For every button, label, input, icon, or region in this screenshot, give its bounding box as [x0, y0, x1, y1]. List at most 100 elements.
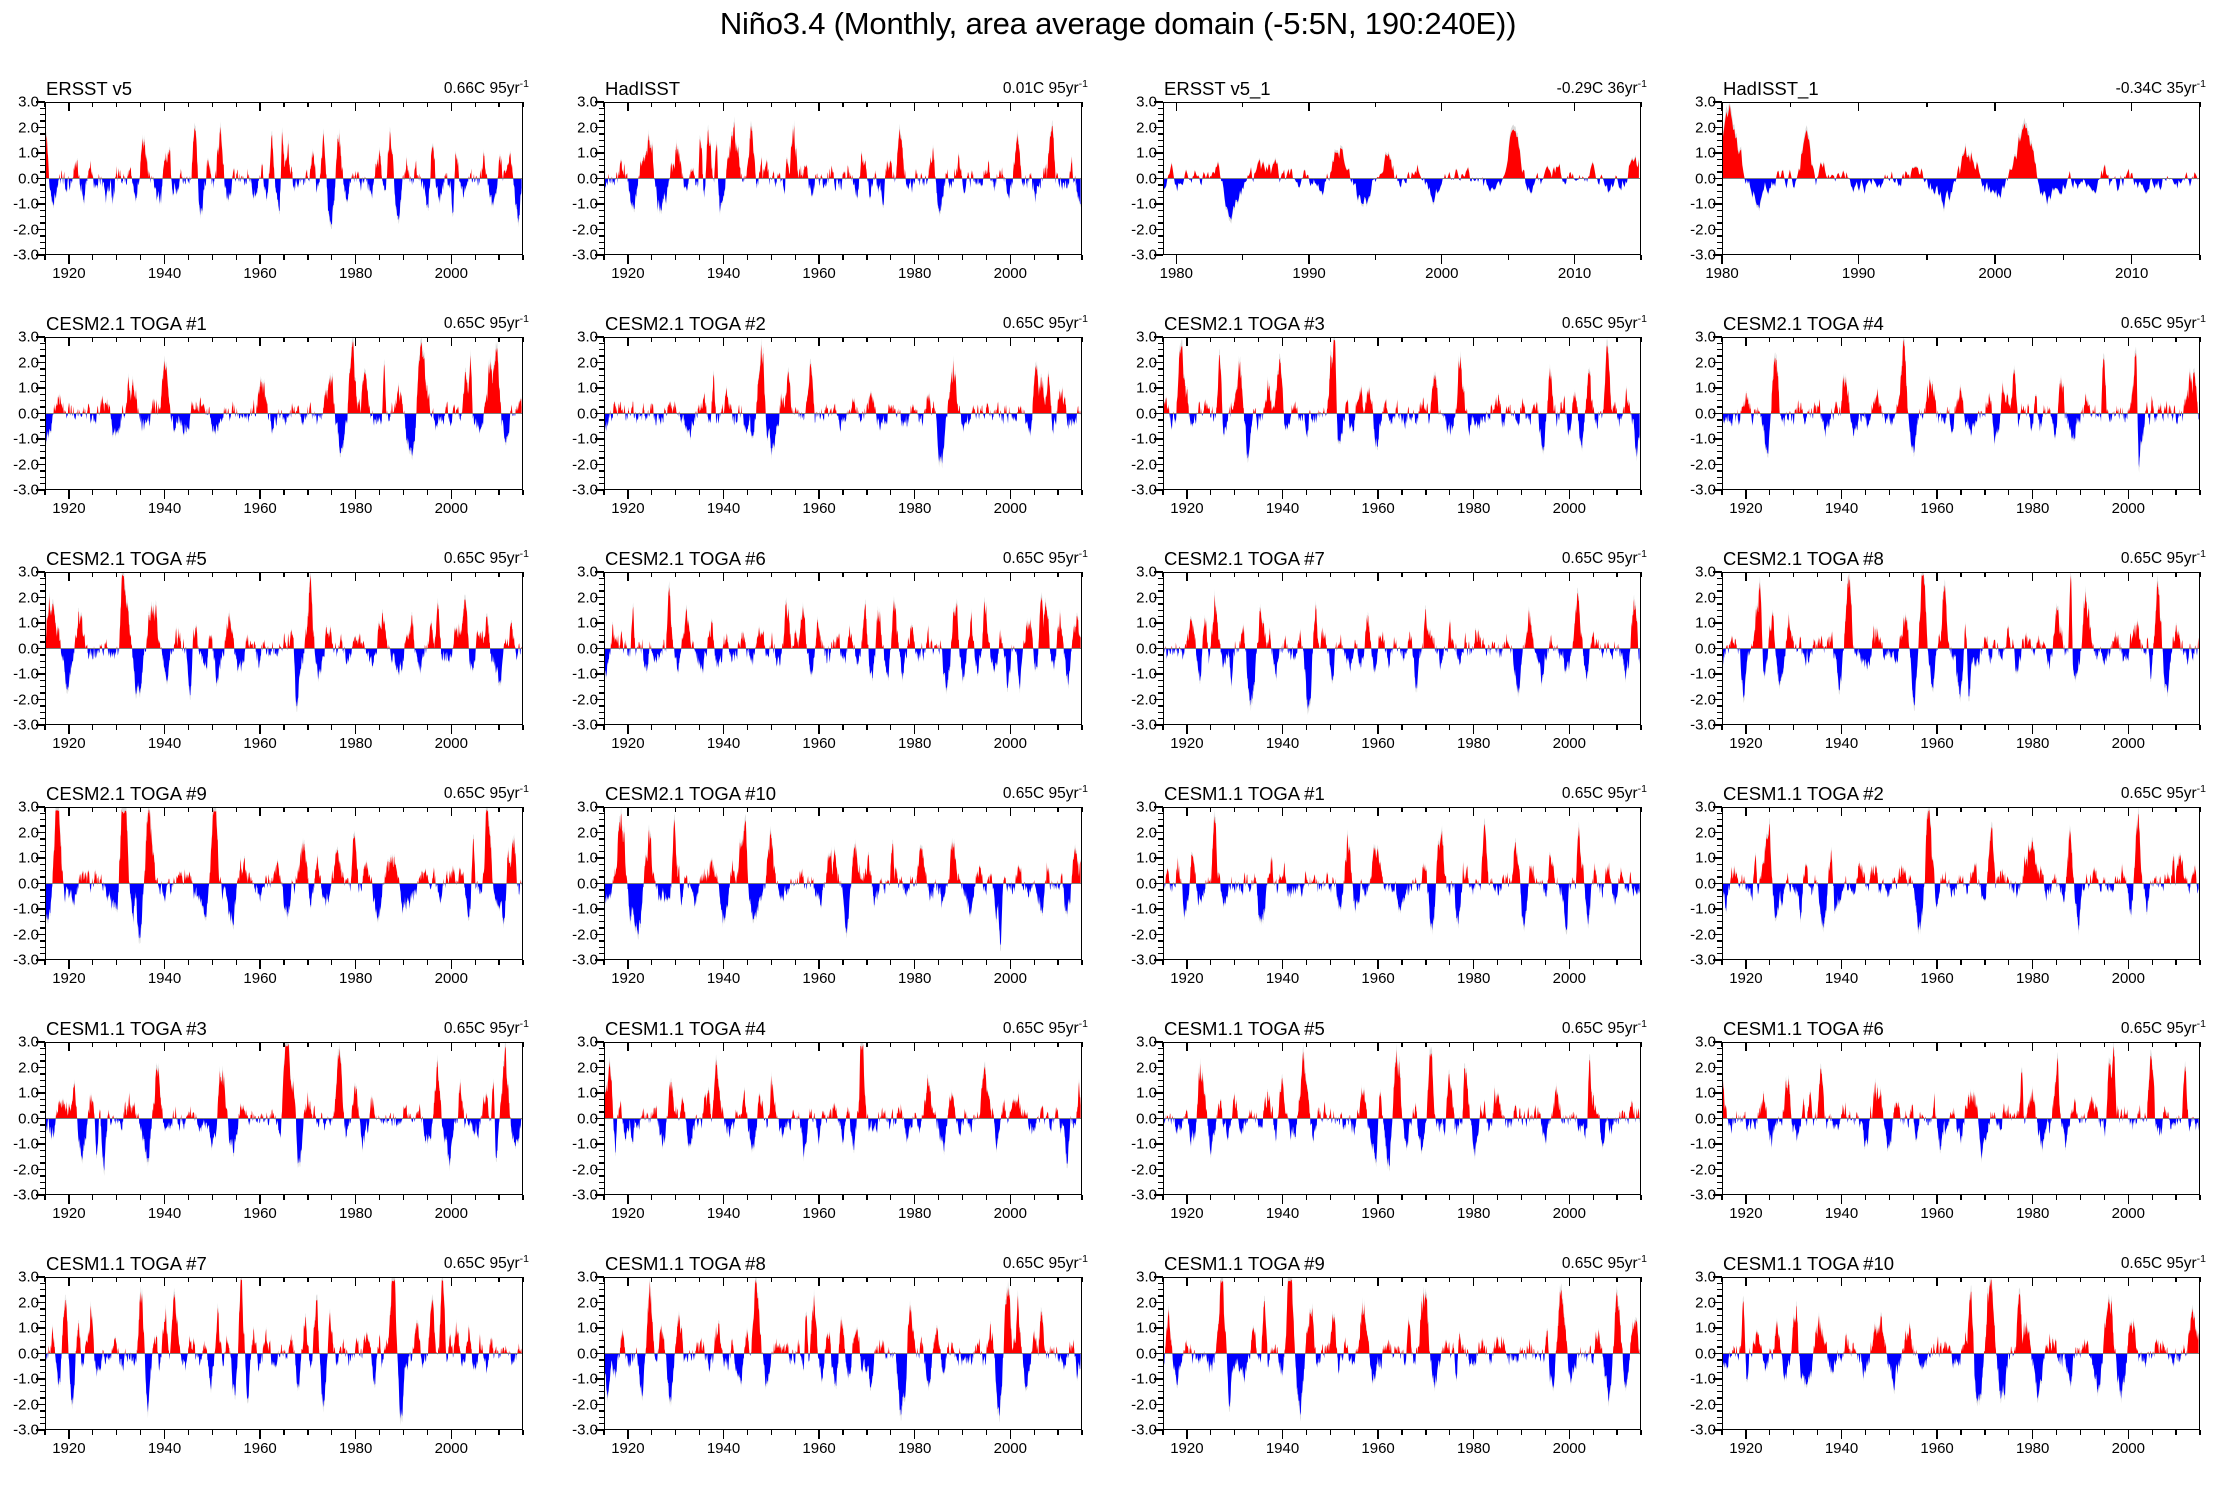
x-tick-major — [2032, 1430, 2034, 1439]
x-tick-label: 1920 — [52, 1440, 86, 1457]
y-tick-minor — [1158, 425, 1163, 427]
y-tick-minor — [599, 603, 604, 605]
y-tick-minor — [1158, 444, 1163, 447]
x-tick-minor — [1592, 725, 1594, 730]
y-tick-major — [36, 1403, 45, 1406]
y-axis-labels: 3.0 2.0 1.0 0.0 -1.0 -2.0 -3.0 — [559, 1270, 601, 1438]
y-tick-label: 3.0 — [577, 798, 598, 816]
x-tick-minor — [187, 490, 190, 495]
y-tick-minor — [1717, 158, 1722, 161]
panel-cesm21-toga-2: CESM2.1 TOGA #2 0.65C 95yr-1 3.0 2.0 1.0 0.0-… — [559, 313, 1118, 548]
trend-value: 0.65C — [443, 315, 486, 332]
y-tick-label: 0.0 — [18, 170, 39, 187]
x-tick-minor — [2199, 960, 2201, 965]
x-tick-minor — [698, 490, 701, 495]
y-tick-label: -2.0 — [13, 1161, 39, 1178]
y-tick-minor — [1158, 921, 1163, 923]
x-tick-minor — [283, 1430, 285, 1435]
x-tick-minor — [985, 1195, 988, 1200]
x-tick-major — [2032, 725, 2034, 734]
x-tick-label: 1940 — [1265, 735, 1300, 752]
x-tick-minor — [1888, 960, 1890, 965]
trend-period: 36yr — [1607, 80, 1638, 97]
y-tick-minor — [1717, 686, 1722, 688]
y-tick-minor — [599, 107, 604, 110]
x-tick-minor — [890, 960, 892, 965]
x-tick-minor — [698, 1195, 701, 1200]
y-tick-major — [595, 673, 604, 675]
y-tick-label: 1.0 — [577, 144, 598, 162]
y-tick-minor — [1158, 1346, 1163, 1348]
y-tick-minor — [1717, 419, 1722, 421]
x-tick-minor — [1353, 490, 1355, 495]
panel-cesm11-toga-4: CESM1.1 TOGA #4 0.65C 95yr-1 3.0 2.0 1.0 0.0-… — [559, 1018, 1118, 1253]
y-tick-minor — [1158, 1181, 1163, 1183]
y-tick-major — [595, 1117, 604, 1120]
x-tick-minor — [1305, 725, 1308, 730]
y-tick-major — [595, 571, 604, 573]
x-tick-minor — [2079, 1195, 2082, 1200]
trend-annotation: 0.65C 95yr-1 — [2121, 784, 2206, 803]
x-tick-minor — [1305, 960, 1308, 965]
y-tick-minor — [599, 1085, 604, 1088]
x-tick-minor — [1057, 1195, 1059, 1200]
x-tick-major — [1009, 960, 1011, 969]
y-tick-minor — [40, 355, 45, 357]
x-tick-label: 1980 — [1457, 735, 1491, 752]
x-tick-major — [1473, 725, 1475, 734]
x-tick-minor — [651, 1430, 653, 1435]
y-tick-minor — [1158, 914, 1163, 917]
y-tick-minor — [40, 457, 45, 459]
y-tick-minor — [599, 1410, 604, 1412]
positive-anomaly-area — [46, 809, 522, 884]
trend-period: 35yr — [2166, 80, 2197, 97]
y-tick-minor — [40, 196, 45, 199]
plot-area — [45, 337, 523, 490]
x-tick-minor — [1449, 1430, 1451, 1435]
x-axis: 1980 1990 2000 2010 — [1705, 255, 2201, 289]
x-tick-minor — [675, 960, 677, 965]
x-tick-major — [163, 255, 166, 264]
y-tick-minor — [599, 444, 604, 447]
trend-exponent: -1 — [1637, 1017, 1647, 1030]
y-tick-minor — [40, 184, 45, 186]
x-tick-minor — [1616, 1195, 1618, 1200]
x-tick-minor — [2175, 725, 2177, 730]
plot-area — [604, 572, 1082, 725]
y-tick-major — [595, 387, 604, 389]
y-tick-major — [1154, 387, 1163, 389]
x-tick-minor — [474, 725, 476, 730]
y-tick-major — [1154, 1327, 1163, 1329]
x-tick-major — [818, 490, 820, 499]
panel-title: HadISST — [605, 78, 681, 99]
y-axis-ticks — [559, 1276, 605, 1431]
x-tick-major — [818, 255, 820, 264]
x-tick-minor — [1401, 1195, 1403, 1200]
y-tick-minor — [1158, 374, 1163, 376]
y-tick-minor — [1158, 686, 1163, 688]
y-tick-minor — [40, 641, 45, 643]
trend-exponent: -1 — [1637, 782, 1647, 795]
y-tick-minor — [599, 654, 604, 656]
y-tick-major — [595, 203, 604, 205]
y-tick-minor — [40, 876, 45, 878]
y-tick-minor — [1717, 1320, 1722, 1323]
x-tick-minor — [1864, 960, 1867, 965]
y-tick-major — [36, 152, 45, 154]
x-tick-minor — [1816, 725, 1819, 730]
y-tick-major — [36, 361, 45, 364]
x-tick-minor — [603, 255, 605, 260]
timeseries-plot — [1164, 338, 1640, 464]
y-tick-minor — [1717, 940, 1722, 942]
y-tick-label: 0.0 — [1136, 405, 1157, 422]
x-tick-label: 1920 — [611, 500, 645, 517]
x-tick-minor — [307, 1195, 309, 1200]
x-tick-label: 1960 — [1920, 735, 1954, 752]
x-tick-minor — [498, 1430, 500, 1435]
y-tick-label: 2.0 — [1695, 354, 1716, 371]
y-tick-major — [595, 857, 604, 859]
y-tick-major — [36, 857, 45, 859]
x-tick-label: 2000 — [993, 735, 1027, 752]
y-tick-minor — [599, 457, 604, 459]
x-tick-minor — [474, 1430, 476, 1435]
